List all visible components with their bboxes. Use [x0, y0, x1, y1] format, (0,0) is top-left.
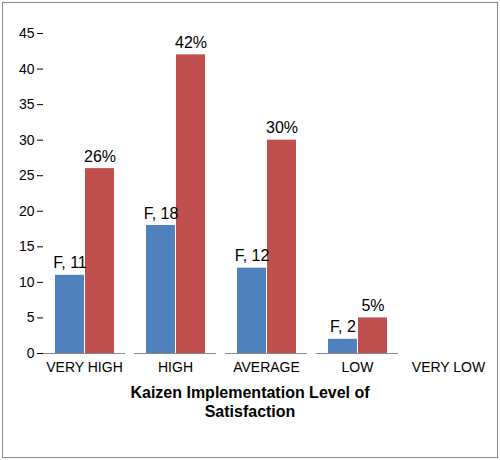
svg-text:20: 20 [19, 203, 35, 219]
svg-text:LOW: LOW [342, 359, 375, 375]
svg-text:5%: 5% [361, 297, 384, 314]
svg-text:HIGH: HIGH [158, 359, 193, 375]
svg-text:F, 18: F, 18 [144, 205, 179, 222]
svg-text:10: 10 [19, 274, 35, 290]
svg-text:26%: 26% [84, 148, 116, 165]
svg-text:F, 11: F, 11 [53, 254, 87, 271]
svg-text:30: 30 [19, 132, 35, 148]
svg-text:25: 25 [19, 167, 35, 183]
svg-text:30%: 30% [266, 119, 298, 136]
svg-text:15: 15 [19, 238, 35, 254]
svg-text:F, 2: F, 2 [330, 318, 356, 335]
svg-text:35: 35 [19, 96, 35, 112]
svg-text:VERY HIGH: VERY HIGH [46, 359, 123, 375]
svg-text:40: 40 [19, 61, 35, 77]
svg-text:AVERAGE: AVERAGE [233, 359, 300, 375]
svg-text:VERY LOW: VERY LOW [412, 359, 486, 375]
svg-text:45: 45 [19, 25, 35, 41]
svg-text:42%: 42% [175, 34, 207, 51]
html-text:Kaizen Implementation Level of: Kaizen Implementation Level of Satisfact… [130, 384, 370, 420]
svg-text:5: 5 [27, 309, 35, 325]
svg-text:F, 12: F, 12 [235, 247, 270, 264]
svg-text:0: 0 [27, 345, 35, 361]
